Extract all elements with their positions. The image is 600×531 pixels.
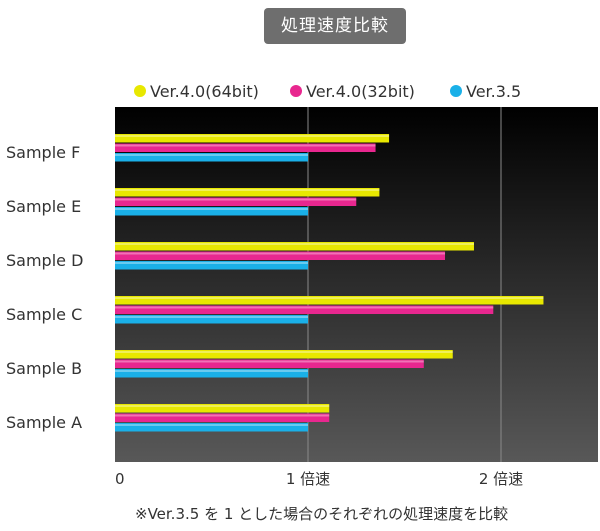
bar-sample-d-series-1 [115, 242, 474, 251]
bar-sample-f-series-3 [115, 153, 308, 162]
bar-highlight [115, 135, 390, 137]
category-label-sample-d: Sample D [6, 251, 83, 270]
bar-highlight [115, 405, 330, 407]
legend-label-3: Ver.3.5 [466, 82, 521, 101]
bar-highlight [115, 351, 453, 353]
bar-highlight [115, 154, 308, 156]
legend-marker-2 [290, 85, 302, 97]
bar-chart: Ver.4.0(64bit) Ver.4.0(32bit) Ver.3.5 Samp… [6, 82, 598, 488]
bar-sample-a-series-1 [115, 404, 330, 413]
legend-marker-1 [134, 85, 146, 97]
bar-sample-d-series-2 [115, 251, 446, 260]
bar-highlight [115, 189, 380, 191]
legend-label-1: Ver.4.0(64bit) [150, 82, 259, 101]
bar-highlight [115, 262, 308, 264]
bar-sample-b-series-1 [115, 350, 453, 359]
bar-sample-c-series-2 [115, 305, 494, 314]
bar-sample-b-series-2 [115, 359, 424, 368]
bar-highlight [115, 316, 308, 318]
bar-sample-e-series-2 [115, 197, 357, 206]
chart-title: 処理速度比較 [264, 8, 406, 44]
bar-highlight [115, 306, 494, 309]
bar-highlight [115, 144, 376, 147]
footnote: ※Ver.3.5 を 1 とした場合のそれぞれの処理速度を比較 [135, 505, 509, 523]
legend: Ver.4.0(64bit) Ver.4.0(32bit) Ver.3.5 [134, 82, 521, 101]
bar-sample-c-series-3 [115, 315, 308, 324]
category-label-sample-a: Sample A [6, 413, 82, 432]
bar-highlight [115, 198, 357, 201]
bar-sample-e-series-3 [115, 207, 308, 216]
bar-sample-f-series-1 [115, 134, 390, 143]
bars [115, 134, 544, 432]
gridlines [307, 107, 502, 462]
bar-highlight [115, 414, 330, 417]
bar-highlight [115, 208, 308, 210]
bar-highlight [115, 424, 308, 426]
x-tick-labels: 0 1 倍速 2 倍速 [115, 470, 523, 488]
bar-highlight [115, 360, 424, 363]
category-label-sample-e: Sample E [6, 197, 81, 216]
legend-marker-3 [450, 85, 462, 97]
x-tick-label-0: 0 [115, 470, 125, 488]
bar-sample-d-series-3 [115, 261, 308, 270]
category-label-sample-b: Sample B [6, 359, 82, 378]
bar-highlight [115, 252, 446, 255]
bar-sample-e-series-1 [115, 188, 380, 197]
category-label-sample-c: Sample C [6, 305, 82, 324]
bar-highlight [115, 243, 474, 245]
category-label-sample-f: Sample F [6, 143, 80, 162]
x-tick-label-2: 2 倍速 [479, 470, 523, 488]
bar-sample-a-series-2 [115, 413, 330, 422]
category-labels: Sample F Sample E Sample D Sample C Sample B… [6, 143, 83, 432]
legend-label-2: Ver.4.0(32bit) [306, 82, 415, 101]
x-tick-label-1: 1 倍速 [286, 470, 330, 488]
bar-sample-f-series-2 [115, 143, 376, 152]
bar-sample-b-series-3 [115, 369, 308, 378]
bar-highlight [115, 370, 308, 372]
bar-highlight [115, 297, 544, 299]
bar-sample-a-series-3 [115, 423, 308, 432]
plot-area [115, 107, 598, 462]
bar-sample-c-series-1 [115, 296, 544, 305]
